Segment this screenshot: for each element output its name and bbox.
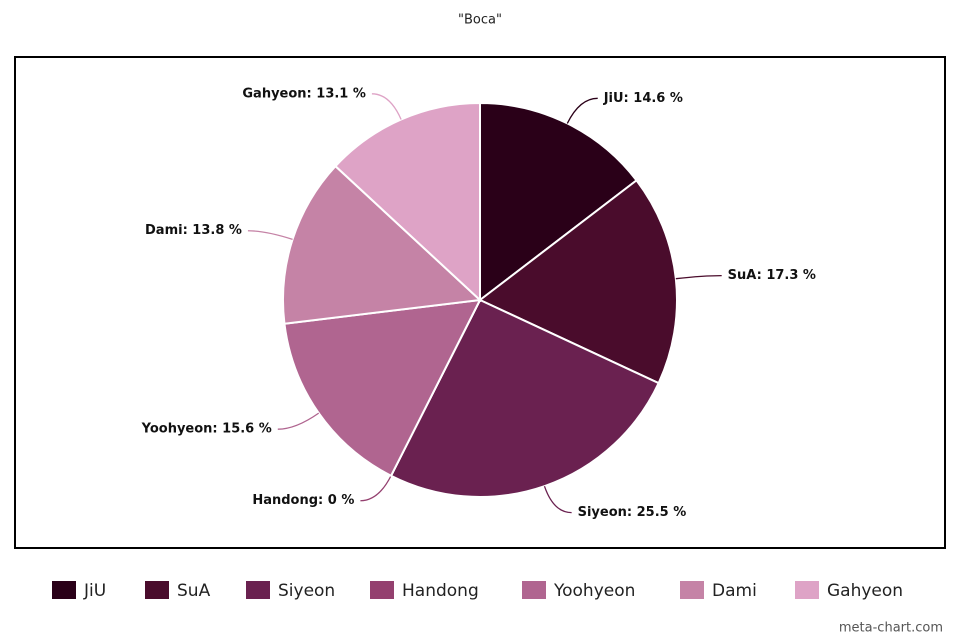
legend-label: Siyeon (278, 581, 335, 601)
legend-swatch (145, 581, 169, 599)
leader-line (543, 485, 572, 514)
chart-title: "Boca" (458, 13, 502, 28)
slice-label: Siyeon: 25.5 % (578, 505, 687, 520)
leader-line (277, 412, 320, 430)
watermark: meta-chart.com (839, 621, 943, 636)
legend-label: Dami (712, 581, 757, 601)
legend-label: SuA (177, 581, 211, 601)
legend-swatch (246, 581, 270, 599)
legend-swatch (370, 581, 394, 599)
slice-label: Dami: 13.8 % (145, 223, 242, 238)
legend-swatch (52, 581, 76, 599)
pie-slice (283, 298, 482, 478)
legend-label: Gahyeon (827, 581, 903, 601)
legend-label: JiU (83, 581, 106, 601)
leader-line (371, 93, 402, 120)
slice-label: Gahyeon: 13.1 % (242, 86, 366, 101)
legend-swatch (522, 581, 546, 599)
leader-line (360, 475, 392, 502)
slice-label: JiU: 14.6 % (603, 91, 683, 106)
legend-label: Handong (402, 581, 479, 601)
leader-line (566, 97, 598, 124)
pie-slice (478, 178, 678, 385)
slice-label: Yoohyeon: 15.6 % (141, 422, 272, 437)
slice-label: Handong: 0 % (252, 493, 354, 508)
leader-line (247, 230, 293, 240)
legend-swatch (680, 581, 704, 599)
legend-swatch (795, 581, 819, 599)
leader-line (675, 274, 722, 280)
pie-slice (282, 164, 483, 325)
slice-label: SuA: 17.3 % (728, 268, 816, 283)
plot-frame (14, 56, 946, 549)
legend-label: Yoohyeon (553, 581, 635, 601)
